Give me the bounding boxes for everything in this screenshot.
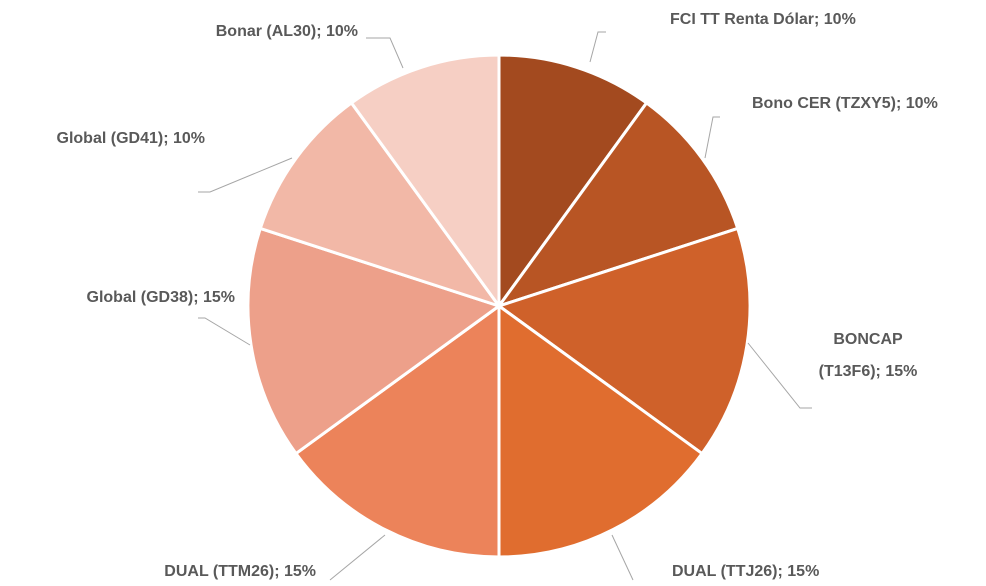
pie-slice xyxy=(497,303,705,559)
leader-line xyxy=(704,116,720,159)
data-label: Global (GD41); 10% xyxy=(57,130,205,147)
data-label-line: Bono CER (TZXY5); 10% xyxy=(752,95,938,112)
data-label: DUAL (TTJ26); 15% xyxy=(672,563,819,580)
data-label: BONCAP (T13F6); 15% xyxy=(819,331,918,380)
pie-slice xyxy=(258,100,503,309)
data-label: Global (GD38); 15% xyxy=(87,289,235,306)
leader-line xyxy=(747,342,812,409)
leader-line xyxy=(589,31,606,63)
data-label: DUAL (TTM26); 15% xyxy=(164,563,316,580)
data-label: Bono CER (TZXY5); 10% xyxy=(752,95,938,112)
pie-slice xyxy=(246,226,503,456)
pie-slice xyxy=(349,53,501,311)
leader-line xyxy=(198,317,251,346)
pie-slice xyxy=(495,100,740,309)
pie-slice xyxy=(497,53,649,311)
data-label-line: FCI TT Renta Dólar; 10% xyxy=(670,11,856,28)
data-label-line: Global (GD41); 10% xyxy=(57,130,205,147)
data-label-line: BONCAP xyxy=(833,331,903,348)
pie-slice xyxy=(495,226,752,456)
leader-line xyxy=(611,534,634,581)
data-label: FCI TT Renta Dólar; 10% xyxy=(670,11,856,28)
leader-line xyxy=(198,157,293,193)
data-label-line: (T13F6); 15% xyxy=(819,363,918,380)
data-label-line: DUAL (TTM26); 15% xyxy=(164,563,316,580)
data-label-line: Bonar (AL30); 10% xyxy=(216,23,358,40)
data-label: Bonar (AL30); 10% xyxy=(216,23,358,40)
data-label-line: Global (GD38); 15% xyxy=(87,289,235,306)
leader-line xyxy=(366,37,404,69)
data-label-line: DUAL (TTJ26); 15% xyxy=(672,563,819,580)
pie-slice xyxy=(293,303,501,559)
leader-line xyxy=(329,534,386,581)
